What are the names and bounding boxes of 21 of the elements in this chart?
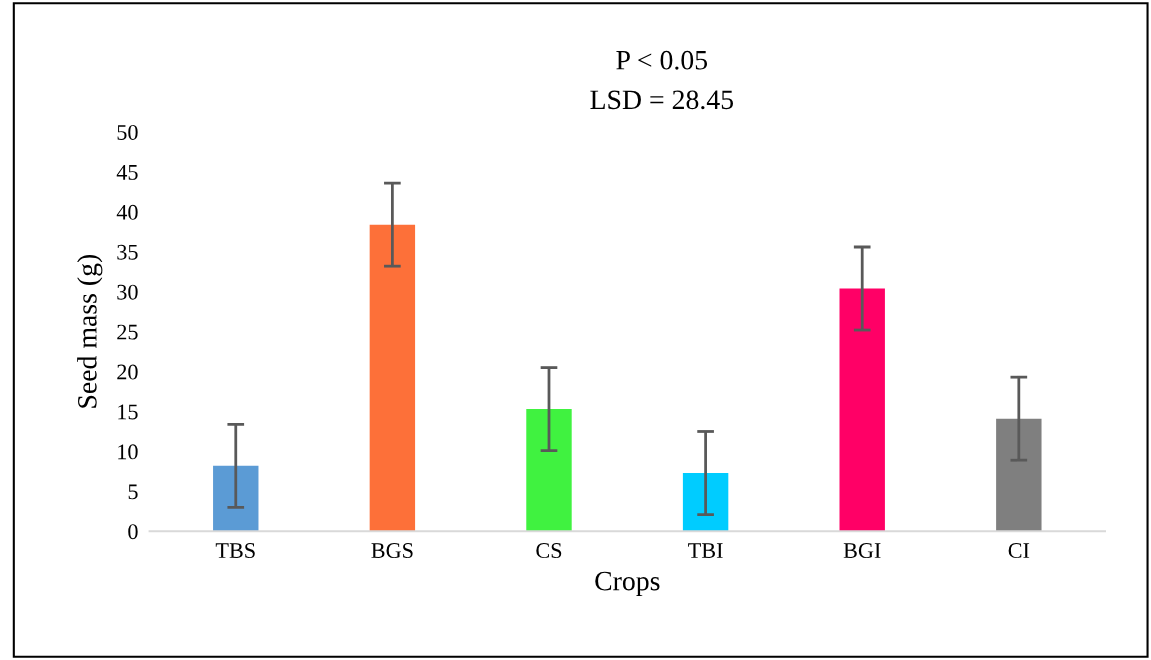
x-tick-label: TBI (688, 543, 723, 558)
y-tick-label: 15 (118, 404, 138, 420)
y-tick-label: 45 (116, 165, 138, 180)
x-axis-title: Crops (595, 571, 660, 597)
chart-subtitle: LSD = 28.45 (590, 90, 734, 110)
y-axis-title: Seed mass (g) (77, 254, 103, 408)
x-tick-label: CS (536, 543, 562, 559)
y-tick-label: 20 (117, 364, 138, 380)
x-tick-label: CI (1008, 543, 1030, 559)
y-tick-label: 25 (117, 324, 138, 340)
chart-title: P < 0.05 (616, 50, 708, 70)
y-tick-label: 0 (128, 524, 138, 540)
x-tick-label: BGS (371, 543, 413, 559)
y-tick-label: 30 (117, 284, 138, 300)
y-tick-label: 10 (118, 444, 138, 460)
x-tick-label: TBS (215, 543, 255, 559)
y-tick-label: 5 (128, 484, 138, 500)
y-tick-label: 35 (117, 244, 138, 260)
y-tick-label: 40 (116, 204, 138, 220)
y-tick-label: 50 (117, 124, 138, 140)
x-tick-label: BGI (843, 543, 881, 559)
